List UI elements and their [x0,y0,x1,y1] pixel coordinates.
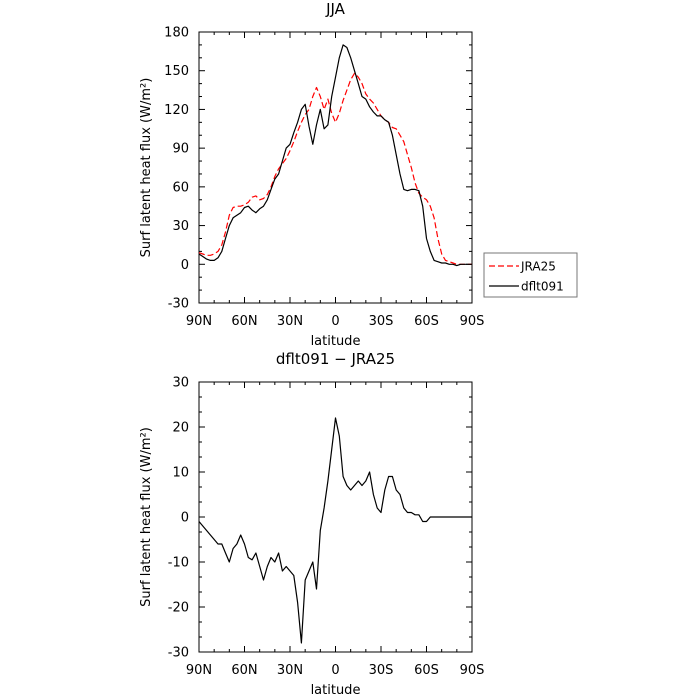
bottom-series-lines [198,417,472,644]
x-tick-label: 30S [369,663,394,678]
x-tick-label: 90N [186,314,212,329]
x-tick-label: 30N [277,663,303,678]
y-tick-label: -10 [168,556,189,571]
y-tick-label: 120 [164,103,189,118]
bottom-x-axis-label: latitude [311,683,361,698]
x-tick-label: 0 [331,314,339,329]
x-tick-label: 30S [369,314,394,329]
legend-label-jra25: JRA25 [520,260,556,274]
top-y-axis-label: Surf latent heat flux (W/m²) [139,78,154,258]
y-tick-label: 30 [172,376,189,391]
y-tick-label: 20 [172,421,189,436]
y-tick-label: -30 [168,297,189,312]
y-tick-label: 150 [164,64,189,79]
bottom-y-axis-label: Surf latent heat flux (W/m²) [139,427,154,607]
legend-box [483,252,578,298]
y-tick-label: -30 [168,646,189,661]
x-tick-label: 90S [460,663,485,678]
top-x-axis-label: latitude [311,334,361,349]
top-plot-frame [198,31,473,304]
y-tick-label: 10 [172,466,189,481]
top-panel: JJA latitude Surf latent heat flux (W/m²… [139,0,484,349]
legend: JRA25 dflt091 [483,252,578,298]
bottom-axis-ticks: 90N 60N 30N 0 30S 60S 90S -30 -20 -10 0 10 20 30 [168,376,485,679]
bottom-panel-title: dflt091 − JRA25 [276,350,395,368]
y-tick-label: 180 [164,26,189,41]
x-tick-label: 90N [186,663,212,678]
x-tick-label: 60S [414,314,439,329]
x-tick-label: 60N [231,314,257,329]
series-line-difference [198,417,472,644]
series-line-jra25 [198,72,472,265]
x-tick-label: 30N [277,314,303,329]
top-axis-ticks: 90N 60N 30N 0 30S 60S 90S -30 0 30 60 90 120 150 180 [164,26,484,330]
x-tick-label: 0 [331,663,339,678]
top-panel-title: JJA [325,0,346,18]
legend-label-dflt091: dflt091 [521,280,564,294]
y-tick-label: 30 [172,219,189,234]
y-tick-label: 90 [172,142,189,157]
x-tick-label: 60N [231,663,257,678]
y-tick-label: 60 [172,180,189,195]
y-tick-label: 0 [181,258,189,273]
y-tick-label: -20 [168,601,189,616]
series-line-dflt091 [198,44,472,267]
bottom-panel: dflt091 − JRA25 latitude Surf latent hea… [139,350,484,698]
x-tick-label: 90S [460,314,485,329]
top-series-lines [198,44,472,267]
y-tick-label: 0 [181,511,189,526]
x-tick-label: 60S [414,663,439,678]
